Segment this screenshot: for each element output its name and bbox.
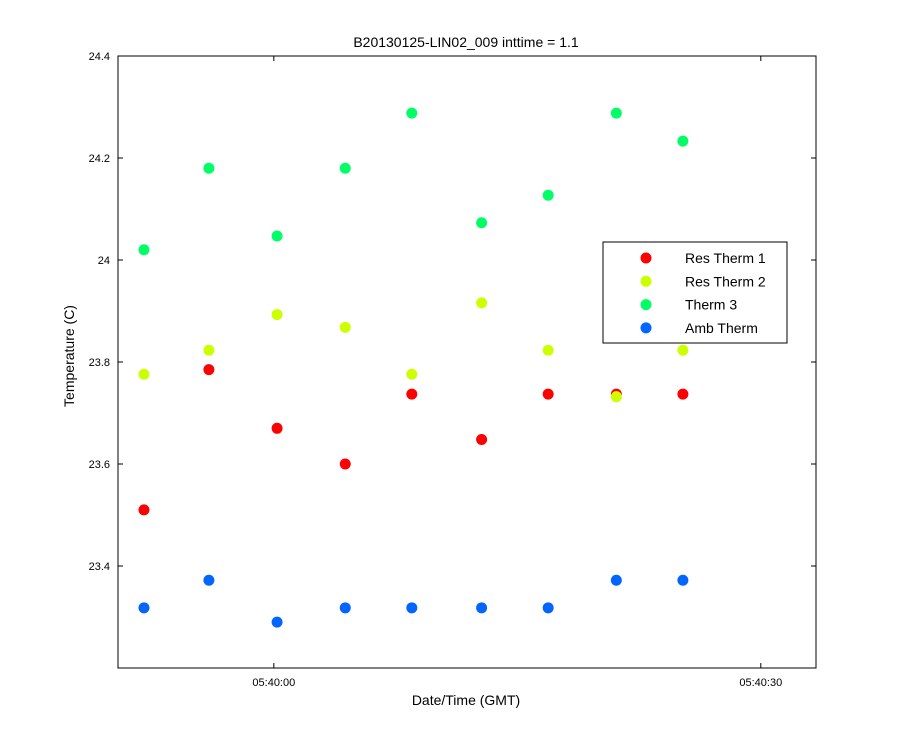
- y-axis-label: Temperature (C): [61, 305, 77, 407]
- data-point: [406, 602, 418, 614]
- legend: Res Therm 1 Res Therm 2 Therm 3 Amb Therm: [602, 241, 788, 344]
- data-point: [203, 364, 215, 376]
- series-amb-therm: [138, 574, 689, 628]
- data-point: [203, 162, 215, 174]
- data-point: [542, 388, 554, 400]
- data-point: [271, 230, 283, 242]
- data-point: [476, 217, 488, 229]
- legend-item: Amb Therm: [640, 320, 758, 336]
- legend-label: Res Therm 1: [685, 250, 766, 266]
- legend-item: Therm 3: [640, 297, 737, 313]
- data-point: [610, 574, 622, 586]
- data-point: [203, 344, 215, 356]
- data-point: [677, 344, 689, 356]
- data-point: [406, 107, 418, 119]
- data-point: [138, 368, 150, 380]
- legend-marker: [640, 322, 652, 334]
- y-tick-label: 23.6: [89, 459, 110, 471]
- data-point: [610, 107, 622, 119]
- data-point: [339, 321, 351, 333]
- data-point: [406, 388, 418, 400]
- legend-label: Amb Therm: [685, 320, 758, 336]
- data-point: [271, 309, 283, 321]
- legend-marker: [640, 275, 652, 287]
- data-point: [339, 162, 351, 174]
- data-point: [138, 244, 150, 256]
- data-point: [677, 388, 689, 400]
- data-point: [271, 616, 283, 628]
- x-tick-label: 05:40:30: [739, 677, 782, 689]
- data-point: [476, 434, 488, 446]
- data-point: [339, 602, 351, 614]
- data-point: [677, 574, 689, 586]
- data-point: [271, 422, 283, 434]
- data-point: [542, 189, 554, 201]
- data-point: [339, 458, 351, 470]
- data-point: [203, 574, 215, 586]
- data-point: [138, 504, 150, 516]
- series-res-therm-2: [138, 297, 689, 403]
- legend-marker: [640, 252, 652, 264]
- y-tick-label: 24: [98, 255, 110, 267]
- legend-marker: [640, 299, 652, 311]
- data-point: [138, 602, 150, 614]
- legend-item: Res Therm 2: [640, 273, 766, 289]
- y-tick-label: 24.2: [89, 153, 110, 165]
- y-tick-label: 24.4: [89, 51, 110, 63]
- data-point: [542, 602, 554, 614]
- x-axis-label: Date/Time (GMT): [412, 692, 520, 708]
- y-tick-label: 23.4: [89, 561, 110, 573]
- series-therm-3: [138, 107, 689, 256]
- legend-item: Res Therm 1: [640, 250, 766, 266]
- chart-title: B20130125-LIN02_009 inttime = 1.1: [353, 34, 579, 50]
- data-point: [476, 297, 488, 309]
- x-tick-label: 05:40:00: [252, 677, 295, 689]
- data-point: [677, 135, 689, 147]
- data-point: [406, 368, 418, 380]
- series-res-therm-1: [138, 364, 689, 516]
- y-tick-label: 23.8: [89, 357, 110, 369]
- legend-label: Therm 3: [685, 297, 737, 313]
- data-point: [542, 344, 554, 356]
- legend-label: Res Therm 2: [685, 273, 766, 289]
- data-point: [476, 602, 488, 614]
- plot-area: 23.4 23.6 23.8 24 24.2 24.4 05:40:00 05:40:30: [89, 51, 817, 689]
- data-point: [610, 391, 622, 403]
- legend-box: [602, 241, 788, 344]
